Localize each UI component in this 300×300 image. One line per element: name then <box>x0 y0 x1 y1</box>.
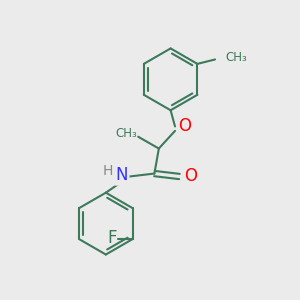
Text: N: N <box>116 166 128 184</box>
Text: H: H <box>103 164 113 178</box>
Text: F: F <box>107 229 117 247</box>
Text: O: O <box>184 167 197 185</box>
Text: CH₃: CH₃ <box>225 52 247 64</box>
Text: O: O <box>178 117 191 135</box>
Text: CH₃: CH₃ <box>115 127 137 140</box>
